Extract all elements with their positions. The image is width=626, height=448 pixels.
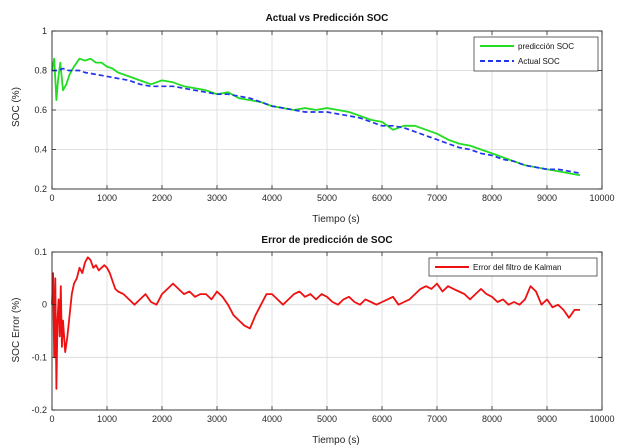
x-tick-label: 10000 bbox=[589, 414, 614, 424]
x-tick-label: 6000 bbox=[372, 193, 392, 203]
chart-title: Error de predicción de SOC bbox=[261, 235, 392, 246]
legend: Error del filtro de Kalman bbox=[428, 257, 598, 277]
x-tick-label: 3000 bbox=[207, 414, 227, 424]
y-tick-label: 0.8 bbox=[34, 66, 47, 76]
series-line bbox=[51, 57, 581, 177]
series-line bbox=[52, 67, 581, 175]
x-tick-label: 9000 bbox=[537, 414, 557, 424]
y-tick-label: 1 bbox=[42, 26, 47, 36]
y-axis-label: SOC Error (%) bbox=[11, 298, 22, 363]
x-tick-label: 5000 bbox=[317, 193, 337, 203]
y-axis-label: SOC (%) bbox=[11, 87, 22, 127]
y-tick-label: 0.4 bbox=[34, 145, 47, 155]
x-tick-label: 6000 bbox=[372, 414, 392, 424]
x-tick-label: 2000 bbox=[152, 414, 172, 424]
legend-box bbox=[428, 257, 598, 277]
x-axis-label: Tiempo (s) bbox=[312, 214, 359, 225]
y-tick-label: -0.2 bbox=[31, 405, 47, 415]
y-tick-label: 0.2 bbox=[34, 184, 47, 194]
x-tick-label: 8000 bbox=[482, 193, 502, 203]
legend-label: predicción SOC bbox=[518, 42, 574, 51]
x-tick-label: 8000 bbox=[482, 414, 502, 424]
y-tick-label: 0.1 bbox=[34, 247, 47, 257]
legend-label: Actual SOC bbox=[518, 57, 560, 66]
x-tick-label: 0 bbox=[49, 193, 54, 203]
x-tick-label: 9000 bbox=[537, 193, 557, 203]
x-tick-label: 1000 bbox=[97, 193, 117, 203]
y-tick-label: 0 bbox=[42, 300, 47, 310]
legend-box bbox=[473, 36, 599, 72]
chart-title: Actual vs Predicción SOC bbox=[266, 13, 389, 24]
x-tick-label: 5000 bbox=[317, 414, 337, 424]
legend: predicción SOC Actual SOC bbox=[473, 36, 599, 72]
x-tick-label: 4000 bbox=[262, 414, 282, 424]
soc-error-plot: Error de predicción de SOC Tiempo (s) SO… bbox=[11, 235, 615, 446]
series-line bbox=[51, 256, 580, 390]
x-tick-label: 2000 bbox=[152, 193, 172, 203]
y-tick-label: 0.6 bbox=[34, 105, 47, 115]
x-tick-label: 3000 bbox=[207, 193, 227, 203]
soc-comparison-plot: Actual vs Predicción SOC Tiempo (s) SOC … bbox=[11, 13, 615, 225]
y-tick-label: -0.1 bbox=[31, 352, 47, 362]
x-tick-label: 10000 bbox=[589, 193, 614, 203]
x-axis-label: Tiempo (s) bbox=[312, 435, 359, 446]
x-tick-label: 0 bbox=[49, 414, 54, 424]
x-tick-label: 7000 bbox=[427, 414, 447, 424]
x-tick-label: 7000 bbox=[427, 193, 447, 203]
x-tick-label: 4000 bbox=[262, 193, 282, 203]
legend-label: Error del filtro de Kalman bbox=[473, 263, 561, 272]
x-tick-label: 1000 bbox=[97, 414, 117, 424]
